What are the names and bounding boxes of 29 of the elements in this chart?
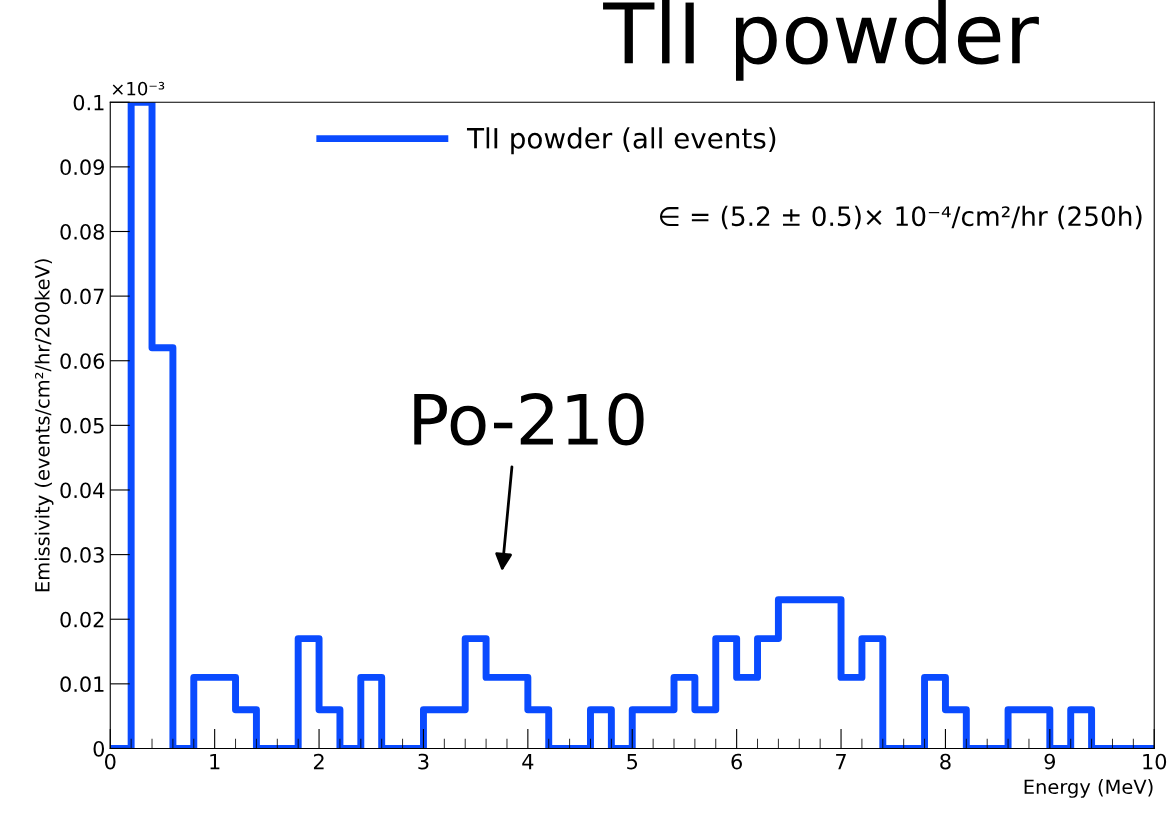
y-tick-label: 0.04 — [60, 482, 105, 499]
y-tick-label: 0.07 — [60, 288, 104, 305]
annotation: ∈ = (5.2 ± 0.5)× 10⁻⁴/cm²/hr (250h) — [659, 205, 1142, 230]
x-tick-label: 2 — [313, 753, 324, 770]
x-tick-label: 4 — [522, 753, 534, 770]
x-tick-label: 8 — [940, 753, 951, 770]
x-tick-label: 0 — [105, 753, 116, 770]
y-tick-label: 0.08 — [60, 223, 104, 240]
x-tick-label: 3 — [418, 753, 429, 770]
x-tick-label: 1 — [210, 753, 220, 770]
y-tick-label: 0 — [93, 740, 105, 757]
x-tick-label: 10 — [1143, 753, 1167, 770]
y-axis-title: Emissivity (events/cm²/hr/200keV) — [34, 259, 54, 592]
x-tick-label: 5 — [627, 753, 638, 770]
y-tick-label: 0.02 — [60, 611, 104, 628]
text: ×10⁻³ — [112, 81, 165, 96]
x-tick-label: 7 — [836, 753, 846, 770]
x-tick-label: 6 — [731, 753, 742, 770]
y-tick-label: 0.05 — [60, 417, 104, 434]
y-tick-label: 0.1 — [73, 94, 104, 111]
y-tick-label: 0.06 — [60, 353, 105, 369]
y-tick-label: 0.09 — [60, 159, 104, 176]
chart-title: TlI powder — [603, 0, 1039, 81]
x-axis-title: Energy (MeV) — [1024, 779, 1153, 798]
y-tick-label: 0.01 — [60, 676, 104, 693]
x-tick-label: 9 — [1044, 753, 1055, 770]
y-tick-label: 0.03 — [60, 547, 104, 563]
legend-label: TlI powder (all events) — [466, 127, 776, 155]
annotation: Po-210 — [414, 392, 644, 446]
